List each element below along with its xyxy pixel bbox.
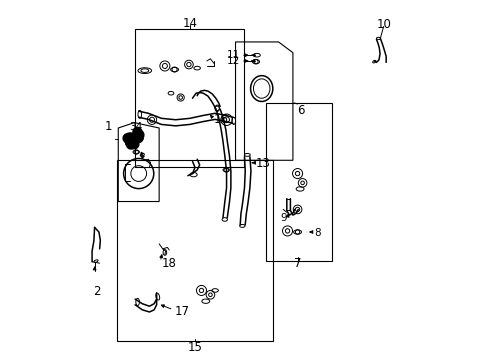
Text: 10: 10 bbox=[375, 18, 390, 31]
Text: 11: 11 bbox=[226, 50, 240, 60]
Text: 18: 18 bbox=[161, 257, 176, 270]
Text: 16: 16 bbox=[214, 113, 228, 126]
Text: 13: 13 bbox=[255, 157, 270, 170]
Text: 7: 7 bbox=[293, 257, 301, 270]
Text: 14: 14 bbox=[182, 17, 197, 30]
Bar bbox=[117, 160, 273, 341]
Text: 9: 9 bbox=[280, 213, 286, 222]
Bar bbox=[265, 103, 332, 261]
Bar bbox=[135, 30, 244, 167]
Text: 8: 8 bbox=[314, 228, 321, 238]
Text: 17: 17 bbox=[174, 306, 189, 319]
Text: 1: 1 bbox=[105, 121, 112, 134]
Text: 34: 34 bbox=[129, 122, 142, 132]
Text: 5: 5 bbox=[124, 134, 131, 144]
Text: 2: 2 bbox=[93, 285, 101, 298]
Text: 15: 15 bbox=[187, 341, 202, 354]
Text: 6: 6 bbox=[297, 104, 305, 117]
Text: 12: 12 bbox=[226, 56, 240, 66]
